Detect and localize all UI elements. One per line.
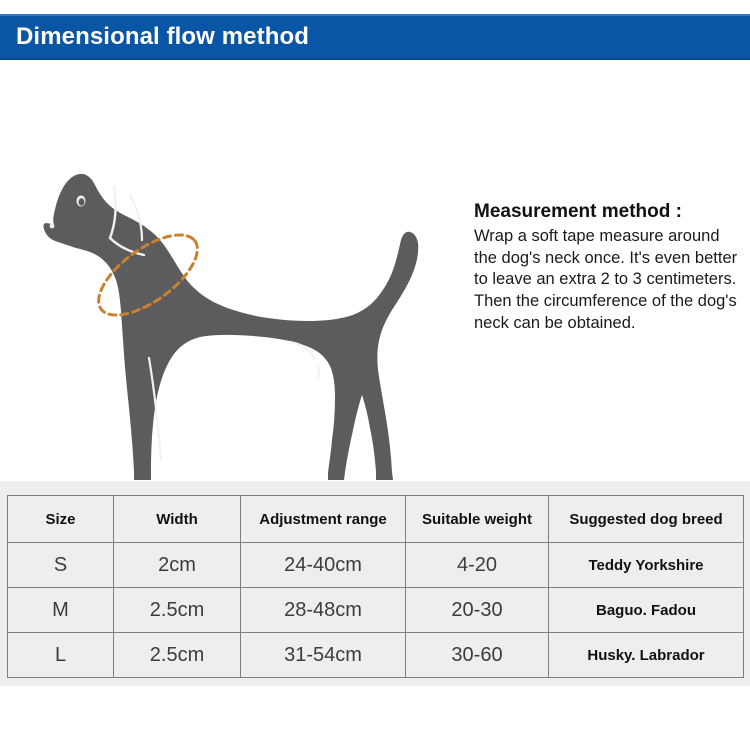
table-row: S 2cm 24-40cm 4-20 Teddy Yorkshire	[7, 542, 744, 588]
cell-suitable-weight: 30-60	[405, 632, 549, 678]
measurement-description: Measurement method : Wrap a soft tape me…	[474, 200, 742, 335]
column-header-adjustment-range: Adjustment range	[240, 495, 406, 543]
size-chart-table: Size Width Adjustment range Suitable wei…	[7, 495, 744, 678]
cell-suitable-weight: 20-30	[405, 587, 549, 633]
cell-width: 2.5cm	[113, 632, 241, 678]
table-row: M 2.5cm 28-48cm 20-30 Baguo. Fadou	[7, 587, 744, 633]
cell-adjustment-range: 28-48cm	[240, 587, 406, 633]
cell-adjustment-range: 31-54cm	[240, 632, 406, 678]
cell-suggested-dog-breed: Baguo. Fadou	[548, 587, 744, 633]
column-header-size: Size	[7, 495, 114, 543]
illustration-area: NECK Measurement method : Wrap a soft ta…	[0, 60, 750, 481]
cell-width: 2.5cm	[113, 587, 241, 633]
dog-silhouette-icon	[43, 173, 419, 480]
table-row: L 2.5cm 31-54cm 30-60 Husky. Labrador	[7, 632, 744, 678]
cell-suggested-dog-breed: Husky. Labrador	[548, 632, 744, 678]
table-header-row: Size Width Adjustment range Suitable wei…	[7, 495, 744, 543]
column-header-suggested-dog-breed: Suggested dog breed	[548, 495, 744, 543]
page-header: Dimensional flow method	[0, 14, 750, 60]
column-header-width: Width	[113, 495, 241, 543]
description-title: Measurement method :	[474, 201, 682, 222]
cell-adjustment-range: 24-40cm	[240, 542, 406, 588]
cell-size: M	[7, 587, 114, 633]
description-body: Wrap a soft tape measure around the dog'…	[474, 226, 738, 332]
cell-suitable-weight: 4-20	[405, 542, 549, 588]
cell-suggested-dog-breed: Teddy Yorkshire	[548, 542, 744, 588]
cell-size: L	[7, 632, 114, 678]
cell-width: 2cm	[113, 542, 241, 588]
page-title: Dimensional flow method	[16, 23, 309, 50]
column-header-suitable-weight: Suitable weight	[405, 495, 549, 543]
neck-label: NECK	[195, 353, 240, 370]
cell-size: S	[7, 542, 114, 588]
